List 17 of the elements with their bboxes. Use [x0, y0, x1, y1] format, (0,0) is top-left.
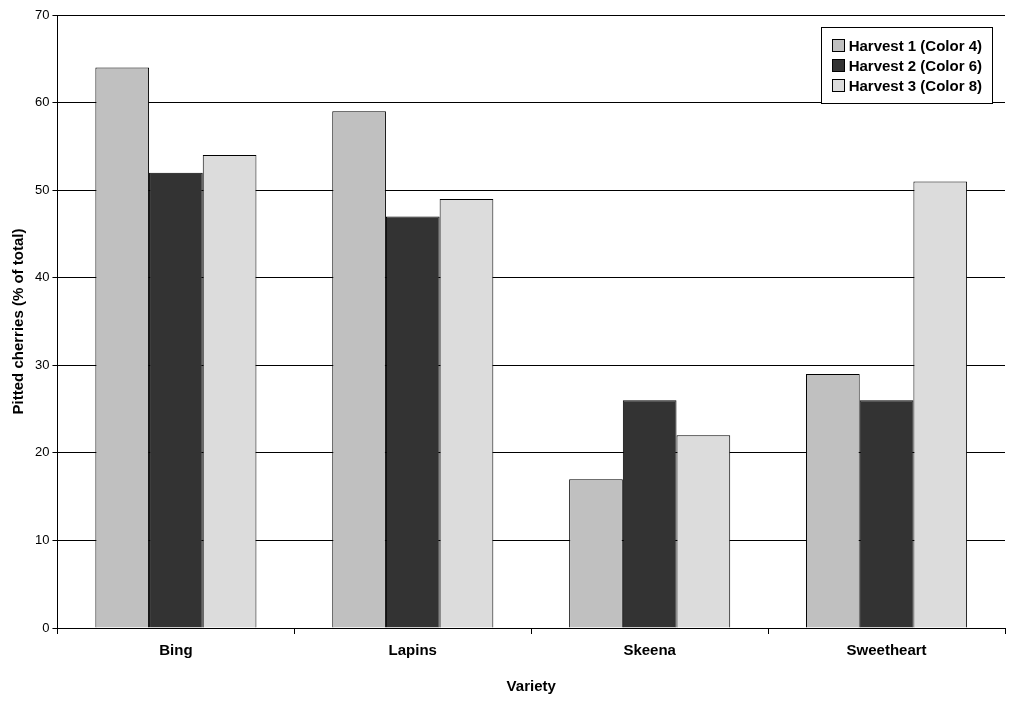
legend-label: Harvest 1 (Color 4) [848, 37, 982, 54]
y-tick-label: 20 [34, 444, 50, 460]
legend-label: Harvest 2 (Color 6) [848, 57, 982, 74]
y-tick-label: 0 [42, 619, 50, 635]
y-tick-label: 70 [34, 6, 50, 22]
y-tick-label: 50 [34, 181, 50, 197]
x-tick-label: Skeena [623, 641, 677, 659]
y-tick-label: 10 [34, 532, 50, 548]
y-tick-label: 40 [34, 269, 50, 285]
legend-label: Harvest 3 (Color 8) [848, 77, 982, 94]
x-axis-title: Variety [506, 677, 557, 695]
x-tick-label: Lapins [388, 641, 437, 659]
y-axis-title: Pitted cherries (% of total) [9, 228, 27, 415]
x-tick-label: Bing [159, 641, 193, 659]
x-tick-label: Sweetheart [846, 641, 927, 659]
y-tick-label: 60 [34, 94, 50, 110]
y-tick-label: 30 [34, 356, 50, 372]
